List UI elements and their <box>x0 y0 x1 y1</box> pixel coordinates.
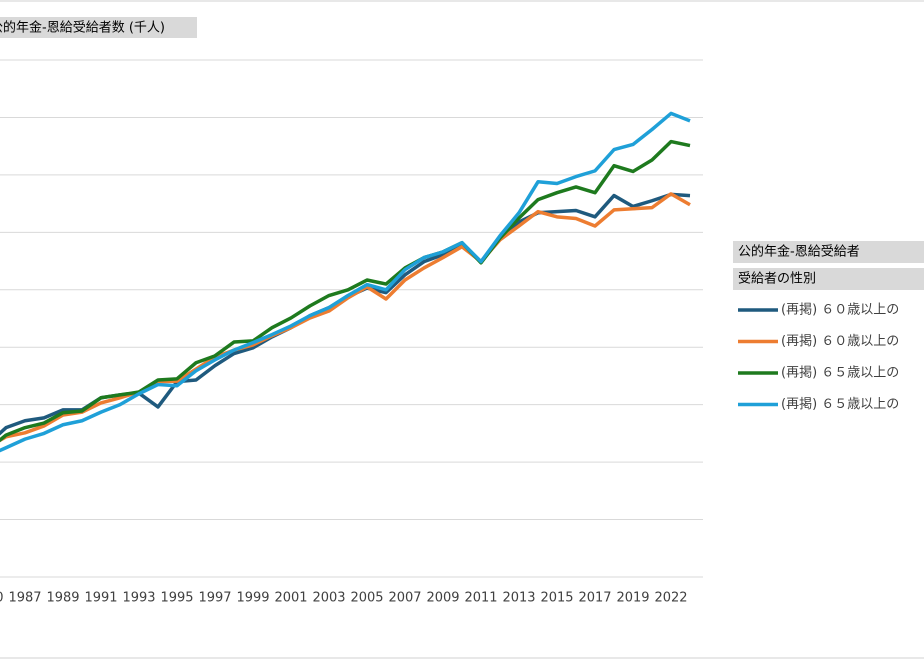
x-tick-label: 1995 <box>160 591 193 606</box>
legend-label: (再掲) ６５歳以上の <box>781 396 899 412</box>
legend-subtitle-box <box>733 268 924 290</box>
legend-subtitle: 受給者の性別 <box>738 272 816 287</box>
line-series <box>0 139 691 443</box>
x-tick-label: 1997 <box>198 591 231 606</box>
x-tick-label: 2009 <box>426 591 459 606</box>
legend-label: (再掲) ６５歳以上の <box>781 365 899 381</box>
x-tick-label: 2001 <box>274 591 307 606</box>
x-tick-label: 2015 <box>540 591 573 606</box>
title-box <box>0 17 197 38</box>
x-tick-label: 2013 <box>502 591 535 606</box>
legend-title-box <box>733 241 924 263</box>
chart-title: 公的年金-恩給受給者数 (千人) <box>0 20 165 36</box>
x-tick-label: 1980 <box>0 591 4 606</box>
x-tick-label: 2011 <box>464 591 497 606</box>
x-tick-label: 1987 <box>8 591 41 606</box>
x-tick-label: 1991 <box>84 591 117 606</box>
x-tick-label: 2022 <box>654 591 687 606</box>
legend-label: (再掲) ６０歳以上の <box>781 302 899 318</box>
x-tick-label: 2007 <box>388 591 421 606</box>
x-tick-label: 2005 <box>350 591 383 606</box>
x-tick-label: 2017 <box>578 591 611 606</box>
legend-label: (再掲) ６０歳以上の <box>781 333 899 349</box>
x-tick-label: 1993 <box>122 591 155 606</box>
x-tick-label: 2019 <box>616 591 649 606</box>
x-tick-label: 2003 <box>312 591 345 606</box>
x-tick-label: 1989 <box>46 591 79 606</box>
x-tick-label: 1999 <box>236 591 269 606</box>
line-series <box>0 111 691 453</box>
legend-title: 公的年金-恩給受給者 <box>738 244 860 260</box>
line-series <box>0 192 691 443</box>
